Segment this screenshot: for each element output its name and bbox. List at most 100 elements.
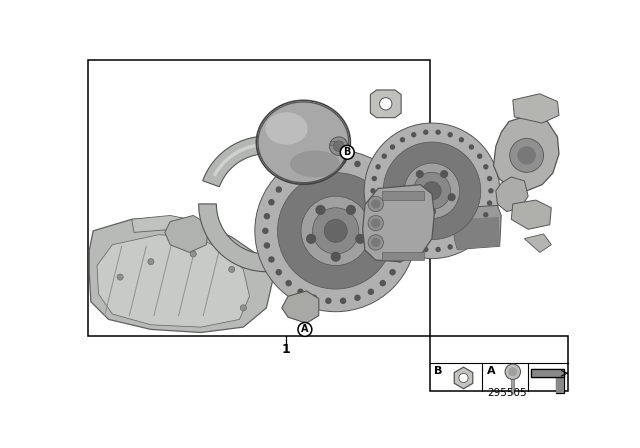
Circle shape: [447, 193, 456, 201]
Circle shape: [477, 154, 483, 159]
Circle shape: [255, 150, 417, 312]
Circle shape: [483, 164, 488, 169]
Circle shape: [380, 98, 392, 110]
Circle shape: [372, 176, 377, 181]
Circle shape: [367, 167, 374, 173]
Text: A: A: [301, 324, 308, 334]
Circle shape: [285, 280, 292, 286]
Bar: [330, 141, 340, 146]
Circle shape: [316, 205, 326, 215]
Circle shape: [390, 144, 396, 150]
Circle shape: [411, 244, 417, 250]
Circle shape: [517, 146, 536, 165]
Circle shape: [408, 193, 417, 201]
Circle shape: [228, 266, 235, 272]
Polygon shape: [524, 234, 551, 252]
Circle shape: [340, 146, 354, 159]
Circle shape: [459, 239, 464, 245]
Circle shape: [380, 280, 386, 286]
Circle shape: [422, 181, 441, 200]
Circle shape: [483, 212, 488, 218]
Circle shape: [487, 176, 492, 181]
Circle shape: [268, 256, 275, 263]
Circle shape: [368, 196, 383, 211]
Circle shape: [468, 232, 474, 237]
Polygon shape: [97, 235, 250, 327]
Bar: [382, 252, 424, 260]
Circle shape: [368, 235, 383, 250]
Circle shape: [401, 242, 408, 249]
Circle shape: [368, 215, 383, 231]
Text: 1: 1: [281, 343, 290, 356]
Circle shape: [298, 323, 312, 336]
Bar: [531, 370, 564, 377]
Circle shape: [435, 129, 441, 135]
Circle shape: [416, 170, 424, 178]
Circle shape: [276, 269, 282, 276]
Circle shape: [325, 297, 332, 304]
Circle shape: [298, 167, 304, 173]
Circle shape: [390, 232, 396, 237]
Circle shape: [333, 141, 344, 151]
Circle shape: [381, 154, 387, 159]
Circle shape: [325, 158, 332, 164]
Circle shape: [400, 239, 405, 245]
Circle shape: [264, 213, 270, 220]
Circle shape: [477, 223, 483, 228]
Circle shape: [428, 207, 436, 215]
Circle shape: [306, 234, 316, 244]
Polygon shape: [132, 215, 204, 233]
Circle shape: [330, 137, 348, 155]
Circle shape: [400, 137, 405, 142]
Circle shape: [371, 219, 380, 228]
Bar: [382, 191, 424, 200]
Circle shape: [509, 138, 543, 172]
Circle shape: [311, 161, 317, 167]
Circle shape: [389, 186, 396, 193]
Polygon shape: [164, 215, 209, 252]
Circle shape: [389, 269, 396, 276]
Polygon shape: [282, 291, 319, 323]
Circle shape: [404, 163, 460, 219]
Circle shape: [447, 132, 453, 138]
Circle shape: [354, 294, 361, 301]
Bar: [531, 370, 564, 377]
Polygon shape: [454, 367, 473, 389]
Circle shape: [240, 305, 246, 311]
Circle shape: [148, 258, 154, 265]
Circle shape: [117, 274, 123, 280]
Circle shape: [324, 220, 348, 242]
Circle shape: [376, 212, 381, 218]
Circle shape: [488, 188, 493, 194]
Circle shape: [355, 234, 365, 244]
Circle shape: [371, 238, 380, 247]
Circle shape: [381, 223, 387, 228]
Circle shape: [364, 123, 500, 258]
Circle shape: [268, 199, 275, 206]
Circle shape: [311, 294, 317, 301]
Circle shape: [383, 142, 481, 240]
Circle shape: [372, 200, 377, 206]
Circle shape: [312, 208, 359, 254]
Circle shape: [276, 186, 282, 193]
Circle shape: [505, 364, 520, 379]
Text: B: B: [344, 147, 351, 157]
Circle shape: [487, 200, 492, 206]
Circle shape: [354, 161, 361, 167]
Text: B: B: [435, 366, 443, 376]
Circle shape: [459, 137, 464, 142]
Ellipse shape: [258, 102, 349, 183]
Circle shape: [285, 175, 292, 182]
Bar: [88, 60, 429, 336]
Polygon shape: [90, 217, 273, 332]
Circle shape: [435, 247, 441, 252]
Polygon shape: [511, 200, 551, 229]
Circle shape: [346, 205, 356, 215]
Circle shape: [371, 199, 380, 208]
Circle shape: [371, 188, 376, 194]
Polygon shape: [363, 185, 435, 262]
Circle shape: [423, 129, 429, 135]
Circle shape: [367, 289, 374, 295]
Circle shape: [468, 144, 474, 150]
Circle shape: [423, 247, 429, 252]
